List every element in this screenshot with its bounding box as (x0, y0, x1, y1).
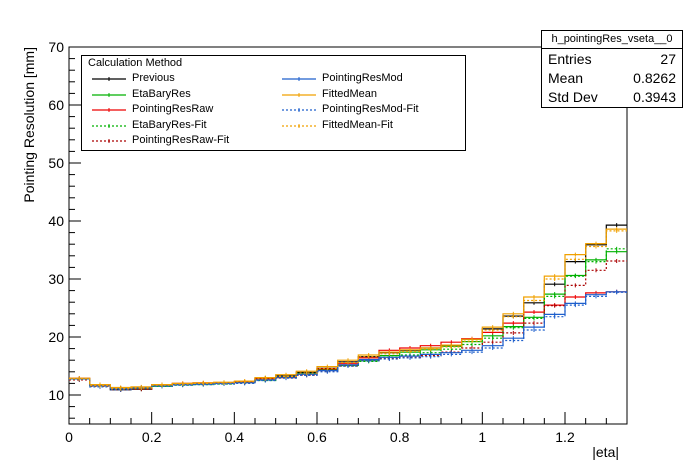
legend-label: Previous (132, 72, 175, 84)
x-tick-label: 1 (478, 429, 486, 445)
legend-label: PointingResMod (322, 72, 403, 84)
legend-swatch (92, 123, 126, 128)
stats-title: h_pointingRes_vseta__0 (542, 31, 682, 49)
legend-label: FittedMean-Fit (322, 118, 393, 131)
stats-value: 0.8262 (633, 70, 676, 86)
series-pointingresmod (69, 291, 627, 390)
series-pointingresraw-fit (69, 260, 627, 391)
stats-box: h_pointingRes_vseta__0 Entries 27 Mean 0… (541, 30, 683, 108)
legend-swatch (282, 108, 316, 112)
series-layer (69, 223, 627, 392)
stats-row-entries: Entries 27 (548, 50, 676, 69)
legend-title: Calculation Method (88, 57, 183, 69)
legend-swatch (92, 77, 126, 81)
series-pointingresraw (69, 291, 627, 389)
legend: Calculation Method Previous EtaBaryRes Poi… (81, 55, 466, 151)
plot-frame (68, 46, 628, 425)
x-axis-label: |eta| (592, 444, 619, 460)
stats-row-mean: Mean 0.8262 (548, 69, 676, 88)
stats-key: Entries (548, 51, 592, 67)
series-fittedmean-fit (69, 230, 627, 390)
stats-key: Mean (548, 70, 584, 86)
axis-layer: 10 20 30 40 50 60 70 0 0.2 0.4 0.6 0.8 1 1.2 (48, 39, 628, 445)
legend-swatch (282, 123, 316, 128)
legend-label: PointingResRaw-Fit (132, 134, 230, 146)
y-tick-label: 40 (48, 213, 64, 229)
y-tick-label: 60 (48, 97, 64, 113)
legend-swatch (282, 92, 316, 97)
x-tick-label: 0.8 (390, 429, 410, 445)
y-tick-label: 70 (48, 39, 64, 55)
legend-swatch (282, 77, 316, 81)
y-tick-label: 10 (48, 387, 64, 403)
legend-label: EtaBaryRes (132, 87, 191, 100)
series-pointingresmod-fit (69, 291, 627, 391)
y-tick-label: 20 (48, 329, 64, 345)
stats-row-stddev: Std Dev 0.3943 (548, 88, 676, 107)
legend-label: PointingResMod-Fit (322, 103, 419, 115)
stats-value: 27 (660, 51, 676, 67)
legend-label: FittedMean (322, 87, 378, 100)
stats-value: 0.3943 (633, 89, 676, 105)
x-tick-label: 1.2 (555, 429, 575, 445)
x-tick-label: 0.6 (307, 429, 327, 445)
legend-swatch (92, 108, 126, 112)
x-tick-label: 0.2 (142, 429, 162, 445)
y-tick-label: 30 (48, 271, 64, 287)
legend-swatch (92, 92, 126, 97)
legend-label: EtaBaryRes-Fit (132, 118, 207, 131)
legend-label: PointingResRaw (132, 103, 214, 115)
y-tick-label: 50 (48, 155, 64, 171)
series-etabaryres-fit (69, 248, 627, 390)
x-tick-label: 0 (65, 429, 73, 445)
x-tick-label: 0.4 (225, 429, 245, 445)
y-axis-label: Pointing Resolution [mm] (21, 47, 37, 203)
legend-swatch (92, 139, 126, 143)
stats-key: Std Dev (548, 89, 598, 105)
